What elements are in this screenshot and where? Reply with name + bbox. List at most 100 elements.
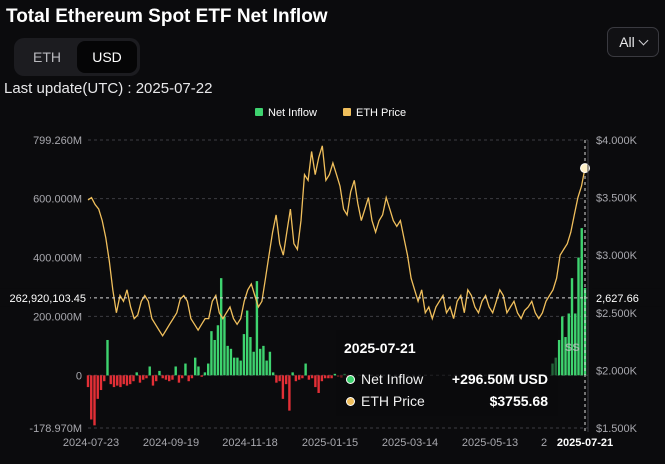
inflow-bar: [93, 375, 96, 426]
x-tick-label: 2024-11-18: [222, 437, 277, 449]
inflow-bar: [284, 375, 288, 385]
inflow-bar: [86, 375, 90, 388]
inflow-bar: [580, 228, 583, 376]
crosshair-left-label: 262,920,103.45: [10, 293, 86, 305]
x-tick-label: 2025-07-21: [557, 437, 613, 449]
inflow-bar: [109, 375, 112, 385]
eth-price-line: [87, 145, 586, 338]
tooltip-row-label: ETH Price: [361, 393, 425, 409]
inflow-bar: [307, 375, 311, 380]
x-tick-label: 2024-09-19: [143, 437, 199, 449]
inflow-bar: [223, 316, 226, 376]
inflow-bar: [255, 281, 259, 376]
range-dropdown-value: All: [619, 34, 635, 50]
tooltip-row-value: $3755.68: [489, 393, 548, 409]
inflow-bar: [193, 357, 197, 376]
price-point-marker: [580, 163, 590, 174]
unit-toggle[interactable]: ETH USD: [14, 38, 140, 76]
inflow-bar: [567, 313, 570, 376]
legend-label: ETH Price: [356, 107, 406, 119]
inflow-bar: [168, 375, 171, 382]
inflow-bar: [145, 375, 148, 379]
inflow-bar: [249, 337, 252, 376]
inflow-bar: [190, 375, 194, 379]
inflow-bar: [203, 372, 207, 376]
inflow-bar: [132, 375, 135, 382]
inflow-bar: [317, 375, 320, 393]
x-tick-label: 2025-03-14: [382, 437, 438, 449]
inflow-bar: [210, 331, 213, 376]
inflow-bar: [320, 375, 324, 382]
y-left-tick-label: -178.970M: [29, 423, 82, 435]
inflow-bar: [151, 375, 155, 386]
inflow-bar: [333, 373, 337, 376]
x-tick-label: 2025-05-13: [462, 437, 518, 449]
toggle-usd[interactable]: USD: [77, 41, 137, 73]
inflow-bar: [278, 375, 281, 382]
toggle-eth[interactable]: ETH: [33, 49, 61, 65]
inflow-bar: [90, 375, 93, 420]
tooltip-date: 2025-07-21: [344, 340, 416, 356]
inflow-bar: [158, 370, 161, 376]
inflow-bar: [268, 351, 272, 376]
inflow-bar: [119, 375, 122, 388]
y-left-tick-label: 200.000M: [33, 311, 82, 323]
tooltip-row-net-inflow: Net Inflow +296.50M USD: [346, 370, 548, 388]
inflow-bar: [135, 372, 138, 376]
inflow-bar: [206, 363, 210, 376]
eth-price-dot-icon: [346, 396, 355, 406]
range-dropdown[interactable]: All: [607, 27, 659, 57]
inflow-bar: [155, 375, 158, 382]
inflow-bar: [304, 363, 307, 376]
inflow-bar: [288, 375, 291, 411]
x-tick-label: 2: [541, 437, 547, 449]
inflow-bar: [330, 375, 333, 379]
inflow-bar: [577, 257, 580, 376]
inflow-bar: [297, 375, 301, 380]
inflow-bar: [148, 366, 151, 376]
inflow-bar: [197, 366, 200, 376]
inflow-bar: [216, 325, 220, 376]
inflow-bar: [323, 375, 327, 379]
inflow-bar: [174, 366, 177, 376]
inflow-bar: [226, 345, 229, 376]
inflow-bar: [161, 375, 164, 379]
inflow-bar: [99, 375, 103, 391]
inflow-bar: [245, 310, 249, 376]
crosshair-right-label: 2,627.66: [596, 293, 639, 305]
inflow-bar: [574, 313, 577, 376]
inflow-bar: [116, 375, 119, 386]
page-title: Total Ethereum Spot ETF Net Inflow: [6, 6, 328, 27]
net-inflow-dot-icon: [346, 374, 355, 384]
inflow-bar: [200, 375, 203, 377]
inflow-bar: [561, 316, 564, 376]
y-left-tick-label: 400.000M: [33, 253, 82, 265]
inflow-bar: [583, 288, 587, 376]
inflow-bar: [177, 375, 181, 383]
watermark-text: SS: [565, 342, 580, 354]
crosshair-right-bg: [592, 288, 662, 307]
inflow-bar: [570, 278, 574, 376]
inflow-bar: [181, 375, 184, 379]
inflow-bar: [294, 375, 298, 382]
tooltip-row-value: +296.50M USD: [451, 371, 548, 387]
inflow-bar: [106, 339, 109, 376]
y-right-tick-label: $2.500K: [596, 308, 638, 320]
y-left-tick-label: 0: [76, 370, 82, 382]
inflow-bar: [327, 375, 330, 379]
inflow-bar: [229, 348, 233, 376]
last-update-text: Last update(UTC) : 2025-07-22: [4, 80, 213, 97]
inflow-bar: [112, 375, 116, 388]
y-right-tick-label: $3.500K: [596, 193, 638, 205]
chart-tooltip: 2025-07-21 Net Inflow +296.50M USD ETH P…: [336, 330, 558, 416]
y-left-tick-label: 799.260M: [33, 135, 82, 147]
y-right-tick-label: $3.000K: [596, 250, 638, 262]
legend-swatch: [343, 108, 351, 116]
x-tick-label: 2025-01-15: [302, 437, 358, 449]
inflow-bar: [213, 339, 216, 376]
inflow-bar: [265, 360, 268, 376]
inflow-bar: [125, 375, 129, 386]
inflow-bar: [252, 351, 255, 376]
inflow-bar: [138, 375, 142, 383]
